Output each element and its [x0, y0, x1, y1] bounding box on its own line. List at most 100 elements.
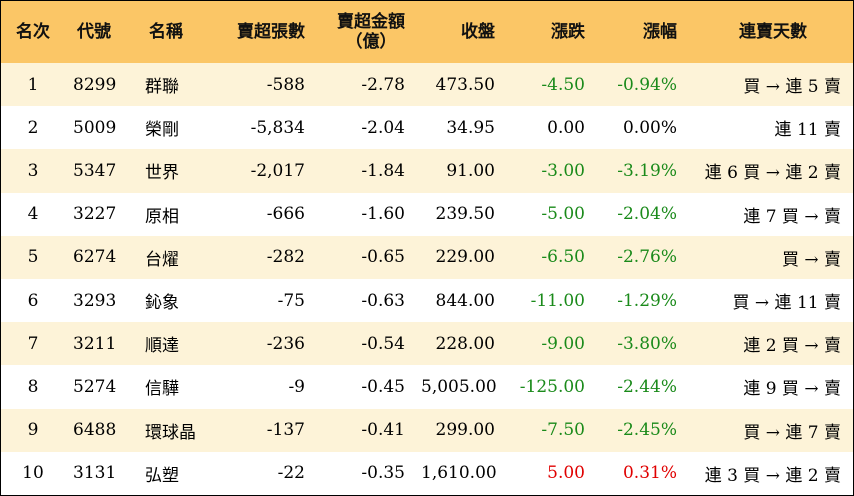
change-cell: 0.00	[547, 117, 585, 138]
sell-volume-cell: -5,834	[250, 117, 305, 138]
header-sell-volume: 賣超張數	[237, 22, 305, 42]
rank-cell: 3	[27, 160, 39, 181]
sell-days-cell: 連 7 買 → 賣	[743, 206, 841, 227]
code-cell: 3227	[73, 204, 117, 225]
close-cell: 299.00	[435, 420, 495, 441]
code-cell: 3293	[73, 290, 117, 311]
name-cell: 原相	[145, 206, 179, 227]
change-pct-cell: -2.45%	[617, 420, 677, 441]
name-cell: 鈊象	[145, 293, 179, 314]
name-cell: 環球晶	[145, 422, 196, 443]
close-cell: 229.00	[435, 247, 495, 268]
header-sell-days: 連賣天數	[739, 22, 807, 42]
close-cell: 1,610.00	[421, 463, 497, 484]
name-cell: 榮剛	[145, 120, 179, 141]
rank-cell: 7	[27, 333, 39, 354]
close-cell: 844.00	[435, 290, 495, 311]
header-sell-amount-line2: （億）	[345, 32, 397, 52]
change-pct-cell: -3.19%	[617, 160, 677, 181]
table-row: 1 8299 群聯 -588 -2.78 473.50 -4.50 -0.94% 買 → 連 5…	[1, 63, 853, 107]
sell-volume-cell: -666	[266, 204, 305, 225]
sell-days-cell: 連 2 買 → 賣	[743, 336, 841, 357]
change-cell: -4.50	[541, 74, 585, 95]
name-cell: 弘塑	[145, 465, 179, 486]
rank-cell: 10	[22, 463, 44, 484]
sell-days-cell: 連 3 買 → 連 2 賣	[704, 465, 841, 486]
sell-amount-cell: -0.65	[361, 247, 405, 268]
change-cell: 5.00	[547, 463, 585, 484]
sell-amount-cell: -0.63	[361, 290, 405, 311]
sell-amount-cell: -0.45	[361, 376, 405, 397]
sell-volume-cell: -588	[266, 74, 305, 95]
change-pct-cell: -0.94%	[617, 74, 677, 95]
header-rank: 名次	[16, 22, 50, 42]
rank-cell: 1	[27, 74, 39, 95]
sell-days-cell: 連 11 賣	[774, 120, 841, 141]
sell-amount-cell: -0.41	[361, 420, 405, 441]
rank-cell: 5	[27, 247, 39, 268]
sell-amount-cell: -0.54	[361, 333, 405, 354]
rank-cell: 2	[27, 117, 39, 138]
close-cell: 473.50	[435, 74, 495, 95]
sell-volume-cell: -22	[277, 463, 305, 484]
change-pct-cell: -1.29%	[617, 290, 677, 311]
change-cell: -11.00	[530, 290, 585, 311]
sell-volume-cell: -282	[266, 247, 305, 268]
rank-cell: 6	[27, 290, 39, 311]
sell-days-cell: 買 → 連 7 賣	[743, 422, 841, 443]
code-cell: 3211	[73, 333, 117, 354]
change-pct-cell: -3.80%	[617, 333, 677, 354]
change-pct-cell: 0.31%	[622, 463, 677, 484]
code-cell: 5274	[73, 376, 117, 397]
code-cell: 6274	[73, 247, 117, 268]
change-cell: -3.00	[541, 160, 585, 181]
change-cell: -7.50	[541, 420, 585, 441]
name-cell: 台燿	[145, 249, 179, 270]
code-cell: 5347	[73, 160, 117, 181]
table-row: 5 6274 台燿 -282 -0.65 229.00 -6.50 -2.76% 買 → 賣	[1, 235, 853, 279]
name-cell: 群聯	[145, 77, 179, 98]
table-row: 10 3131 弘塑 -22 -0.35 1,610.00 5.00 0.31% 連 3 買 →…	[1, 451, 853, 495]
change-pct-cell: -2.76%	[617, 247, 677, 268]
rank-cell: 9	[27, 420, 39, 441]
close-cell: 91.00	[446, 160, 495, 181]
change-cell: -6.50	[541, 247, 585, 268]
sell-days-cell: 買 → 賣	[781, 249, 841, 270]
header-name: 名稱	[149, 22, 183, 42]
table-row: 2 5009 榮剛 -5,834 -2.04 34.95 0.00 0.00% 連 11 賣	[1, 106, 853, 150]
sell-volume-cell: -75	[277, 290, 305, 311]
header-change: 漲跌	[551, 22, 585, 42]
header-close: 收盤	[461, 22, 495, 42]
code-cell: 8299	[73, 74, 117, 95]
sell-days-cell: 連 9 買 → 賣	[743, 379, 841, 400]
change-cell: -5.00	[541, 204, 585, 225]
code-cell: 6488	[73, 420, 117, 441]
change-pct-cell: -2.04%	[617, 204, 677, 225]
sell-amount-cell: -2.04	[361, 117, 405, 138]
header-sell-amount-line1: 賣超金額	[337, 12, 405, 32]
change-cell: -9.00	[541, 333, 585, 354]
rank-cell: 4	[27, 204, 39, 225]
sell-volume-cell: -236	[266, 333, 305, 354]
table-row: 7 3211 順達 -236 -0.54 228.00 -9.00 -3.80% 連 2 買 →…	[1, 322, 853, 366]
change-cell: -125.00	[519, 376, 585, 397]
sell-amount-cell: -0.35	[361, 463, 405, 484]
close-cell: 228.00	[435, 333, 495, 354]
sell-days-cell: 連 6 買 → 連 2 賣	[704, 163, 841, 184]
table-row: 8 5274 信驊 -9 -0.45 5,005.00 -125.00 -2.44% 連 9 買…	[1, 365, 853, 409]
name-cell: 順達	[145, 336, 179, 357]
close-cell: 34.95	[446, 117, 495, 138]
table-body: 1 8299 群聯 -588 -2.78 473.50 -4.50 -0.94% 買 → 連 5…	[1, 63, 853, 495]
sell-days-cell: 買 → 連 11 賣	[732, 293, 842, 314]
sell-days-cell: 買 → 連 5 賣	[743, 77, 841, 98]
header-sell-amount: 賣超金額 （億）	[313, 12, 413, 52]
sell-volume-cell: -2,017	[250, 160, 305, 181]
sell-amount-cell: -1.84	[361, 160, 405, 181]
sell-volume-cell: -9	[288, 376, 305, 397]
sell-amount-cell: -2.78	[361, 74, 405, 95]
table-row: 6 3293 鈊象 -75 -0.63 844.00 -11.00 -1.29% 買 → 連 1…	[1, 278, 853, 323]
close-cell: 5,005.00	[421, 376, 497, 397]
name-cell: 信驊	[145, 379, 179, 400]
rank-cell: 8	[27, 376, 39, 397]
